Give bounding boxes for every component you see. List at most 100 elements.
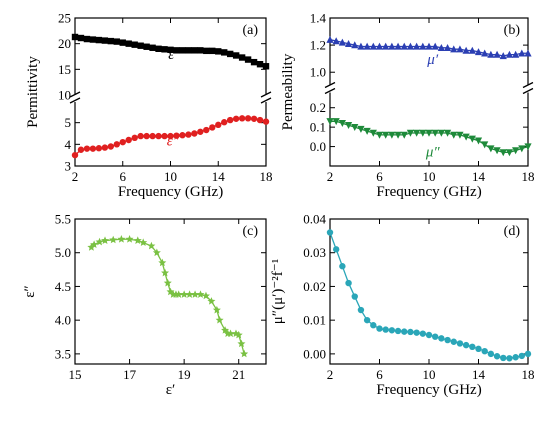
panel-a-ytick-label-lower-0: 3 <box>65 159 72 174</box>
panel-c-series-0-point-0 <box>87 243 96 251</box>
panel-a-series-0-point-6 <box>107 37 115 45</box>
panel-a-series-0-point-24 <box>215 48 222 55</box>
panel-b-series-1-point-26 <box>487 145 495 153</box>
panel-b-break-slash-b-1 <box>522 87 534 95</box>
panel-d-series-0-point-9 <box>382 326 389 333</box>
panel-b-series-0 <box>326 35 532 60</box>
panel-a-series-1-point-27 <box>232 115 240 122</box>
panel-a-series-0-point-0 <box>71 33 79 41</box>
panel-c-series-0-point-2 <box>95 237 104 246</box>
panel-b-series-1-point-7 <box>369 129 377 137</box>
panel-a-series-1-point-11 <box>137 132 144 140</box>
panel-c-series-0-point-5 <box>117 235 126 243</box>
panel-c-series-0-point-11 <box>158 258 167 267</box>
panel-b-series-1-point-28 <box>499 149 507 157</box>
panel-b-series-0-point-6 <box>363 42 371 50</box>
panel-a-series-1-point-32 <box>262 118 270 125</box>
panel-a-series-1-point-16 <box>167 132 174 140</box>
panel-b-series-0-point-12 <box>400 42 408 50</box>
panel-a-series-1-point-31 <box>256 116 264 124</box>
panel-a-series-1 <box>71 115 270 159</box>
panel-b-ylabel: Permeability <box>280 53 296 130</box>
panel-d-series-0-point-2 <box>339 263 346 270</box>
panel-c-series-0-point-9 <box>147 241 156 250</box>
panel-a-series-1-point-9 <box>125 136 132 144</box>
panel-c-xtick-label-3: 21 <box>232 367 245 382</box>
panel-a-series-1-point-25 <box>221 119 228 126</box>
panel-a-series-0-point-14 <box>155 45 162 52</box>
panel-b-series-1-point-27 <box>493 147 501 155</box>
panel-a-series-0-point-1 <box>77 34 85 42</box>
panel-c-ytick-label-4: 5.5 <box>55 212 71 227</box>
panel-d-series-0-point-22 <box>462 341 470 349</box>
panel-a-series-1-point-14 <box>155 132 162 140</box>
panel-a-series-0 <box>71 33 270 70</box>
panel-a-series-0-point-17 <box>173 47 180 54</box>
panel-a-series-1-point-12 <box>143 132 150 140</box>
panel-a-xtick-label-3: 14 <box>212 169 226 184</box>
panel-d-xtick-label-3: 14 <box>472 367 486 382</box>
panel-a-series-0-point-4 <box>95 36 103 44</box>
panel-a-series-0-point-29 <box>244 56 252 63</box>
panel-b-series-1-point-15 <box>419 129 427 137</box>
panel-d-series-0-point-6 <box>363 316 371 324</box>
panel-c-series-0-point-6 <box>125 235 134 243</box>
panel-a-series-0-point-15 <box>161 46 168 53</box>
panel-b-series-1-point-30 <box>512 147 520 155</box>
panel-d-series-0-point-4 <box>351 293 358 300</box>
panel-a-ytick-label-upper-0: 10 <box>58 88 71 103</box>
panel-b-series-0-point-8 <box>375 42 384 50</box>
panel-b-series-0-point-7 <box>369 42 377 50</box>
panel-d-series-0-point-15 <box>419 330 427 337</box>
panel-c-series-0-point-17 <box>174 290 183 298</box>
panel-b-series-1-point-14 <box>413 129 421 137</box>
panel-d-series-0-point-20 <box>450 338 457 345</box>
panel-a-series-1-point-30 <box>250 115 258 122</box>
panel-d-series-0-point-24 <box>475 345 482 353</box>
panel-b-series-1-point-6 <box>363 127 371 135</box>
panel-b-series-0-point-17 <box>431 42 439 50</box>
panel-a-break-slash-a-1 <box>260 91 272 98</box>
panel-a-xtick-label-0: 2 <box>72 169 79 184</box>
panel-b-break-slash-a-0 <box>324 81 336 89</box>
panel-a-series-0-point-19 <box>185 47 192 54</box>
panel-a-series-0-point-9 <box>125 40 132 47</box>
panel-b-break-slash-b-0 <box>324 87 336 95</box>
panel-c-xtick-label-2: 19 <box>178 367 191 382</box>
panel-b-series-1-point-8 <box>375 131 384 139</box>
panel-d-series-0-point-13 <box>407 328 414 336</box>
panel-d-ytick-label-3: 0.03 <box>303 245 326 260</box>
panel-c-series-0-point-8 <box>139 238 148 246</box>
panel-a-series-0-point-26 <box>226 50 234 58</box>
panel-b-series-0-point-2 <box>338 38 346 46</box>
panel-b-series-1-point-20 <box>450 131 458 139</box>
panel-a-ytick-label-upper-2: 20 <box>58 36 71 51</box>
panel-b-series-1-point-11 <box>394 131 402 139</box>
panel-d-series-0-point-23 <box>469 343 476 351</box>
panel-c-series-0-point-4 <box>109 235 118 244</box>
panel-c-ytick-label-3: 5.0 <box>55 245 71 260</box>
panel-c-series-0-point-19 <box>185 290 194 298</box>
panel-b-series-0-point-25 <box>481 49 489 57</box>
panel-a-series-1-point-23 <box>209 124 216 131</box>
panel-a-series-0-label: ε′ <box>168 47 178 63</box>
panel-a-ytick-label-upper-3: 25 <box>58 11 71 26</box>
panel-a-series-0-point-18 <box>179 47 186 54</box>
panel-a-series-0-point-31 <box>256 61 264 68</box>
panel-a-xtick-label-1: 6 <box>120 169 127 184</box>
panel-c-series-0-point-32 <box>240 349 249 358</box>
panel-b-series-0-point-21 <box>456 45 464 53</box>
panel-b-series-1-point-18 <box>437 129 445 137</box>
panel-b-series-1 <box>326 118 532 157</box>
panel-b-series-1-point-1 <box>332 118 340 126</box>
panel-b-series-0-point-20 <box>450 45 458 53</box>
panel-a-series-0-point-22 <box>203 47 210 55</box>
panel-a-series-0-point-25 <box>221 49 228 56</box>
panel-a-series-1-point-26 <box>226 116 234 124</box>
panel-b-series-1-point-10 <box>388 131 396 139</box>
panel-a-break-gap-1 <box>261 94 271 102</box>
panel-a-series-1-point-8 <box>119 138 126 146</box>
panel-d-series-0-line <box>329 232 529 359</box>
panel-b-series-0-point-9 <box>382 42 390 50</box>
panel-d-series-0-point-18 <box>438 335 445 342</box>
